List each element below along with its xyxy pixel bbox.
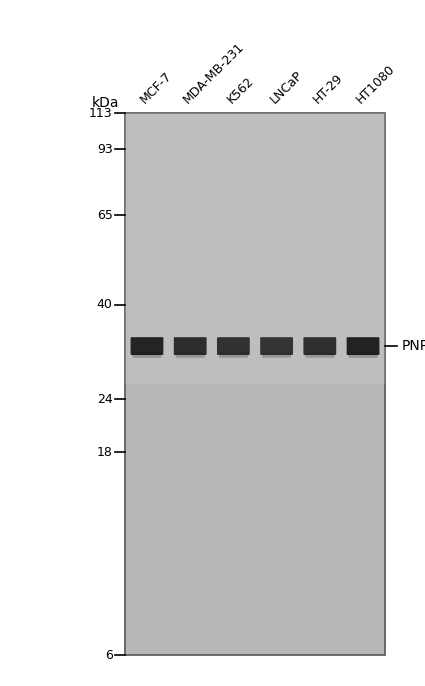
Text: MCF-7: MCF-7	[138, 69, 175, 106]
Text: K562: K562	[224, 75, 256, 106]
Text: HT1080: HT1080	[354, 62, 398, 106]
FancyBboxPatch shape	[217, 338, 250, 355]
Text: 93: 93	[97, 143, 113, 156]
FancyBboxPatch shape	[174, 338, 207, 355]
FancyBboxPatch shape	[347, 338, 380, 355]
Text: HT-29: HT-29	[311, 71, 346, 106]
FancyBboxPatch shape	[133, 353, 162, 358]
Text: 24: 24	[97, 392, 113, 405]
FancyBboxPatch shape	[130, 338, 163, 355]
Text: kDa: kDa	[91, 96, 119, 110]
FancyBboxPatch shape	[306, 353, 334, 358]
FancyBboxPatch shape	[260, 338, 293, 355]
Text: LNCaP: LNCaP	[267, 69, 305, 106]
FancyBboxPatch shape	[219, 353, 248, 358]
Text: 18: 18	[97, 446, 113, 459]
Text: 113: 113	[89, 107, 113, 119]
Text: 6: 6	[105, 649, 113, 661]
Bar	[125, 113, 385, 655]
FancyBboxPatch shape	[176, 353, 204, 358]
Circle shape	[269, 287, 303, 342]
Text: MDA-MB-231: MDA-MB-231	[181, 40, 247, 106]
Text: 40: 40	[97, 298, 113, 311]
FancyBboxPatch shape	[348, 353, 377, 358]
Text: 65: 65	[97, 209, 113, 222]
FancyBboxPatch shape	[303, 338, 336, 355]
Bar	[125, 113, 385, 384]
FancyBboxPatch shape	[262, 353, 291, 358]
Text: PNP: PNP	[402, 339, 425, 353]
